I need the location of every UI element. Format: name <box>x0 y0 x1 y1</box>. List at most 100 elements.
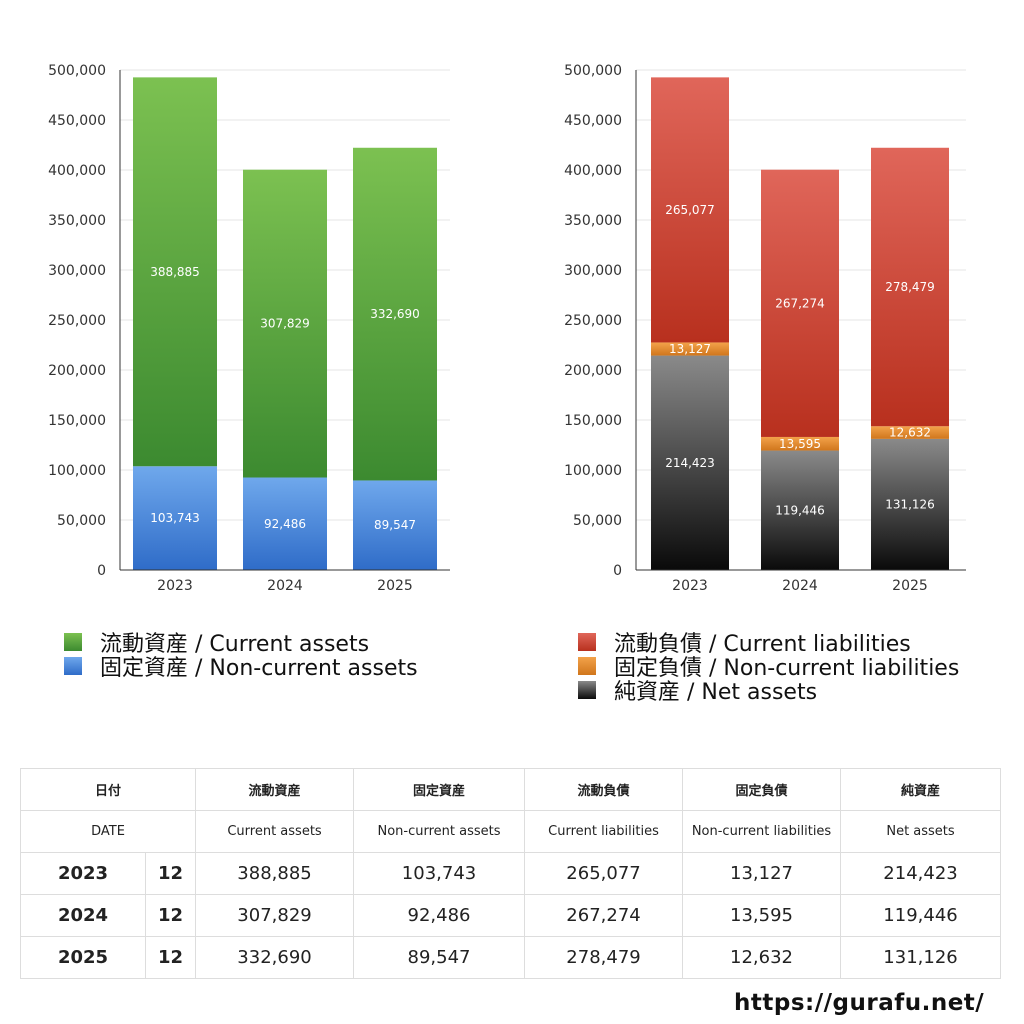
header-current-assets: 流動資産 <box>195 768 355 811</box>
legend-item-non-current-liabilities: 固定負債 / Non-current liabilities <box>578 654 959 681</box>
legend-item-current-assets: 流動資産 / Current assets <box>64 630 418 657</box>
table-row: 2025 12 332,690 89,547 278,479 12,632 13… <box>20 936 1002 979</box>
table-cell: 267,274 <box>524 894 684 937</box>
table-cell: 214,423 <box>840 852 1002 895</box>
data-label-current-liabilities-2023: 265,077 <box>665 203 715 217</box>
legend-label: 固定資産 / Non-current assets <box>100 656 418 681</box>
subheader-current-liabilities: Current liabilities <box>524 810 684 853</box>
y-tick-label: 350,000 <box>564 213 622 229</box>
y-tick-label: 250,000 <box>48 313 106 329</box>
liabilities-legend: 流動負債 / Current liabilities 固定負債 / Non-cu… <box>578 630 959 705</box>
row-month: 12 <box>144 894 197 937</box>
bar-current-assets-2023 <box>133 77 217 467</box>
legend-label: 純資産 / Net assets <box>614 680 818 705</box>
x-tick-label-2024: 2024 <box>267 578 303 594</box>
assets-legend: 流動資産 / Current assets 固定資産 / Non-current… <box>64 630 418 681</box>
data-label-non-current-liabilities-2023: 13,127 <box>669 342 711 356</box>
bar-current-assets-2025 <box>353 147 437 481</box>
liabilities-chart: 0 50,000 100,000 150,000 200,000 250,000 300,0… <box>564 63 966 594</box>
data-label-non-current-assets-2025: 89,547 <box>374 518 416 532</box>
current-assets-swatch <box>64 633 82 651</box>
table-cell: 307,829 <box>195 894 355 937</box>
data-label-net-assets-2025: 131,126 <box>885 497 935 511</box>
non-current-assets-swatch <box>64 657 82 675</box>
legend-item-current-liabilities: 流動負債 / Current liabilities <box>578 630 959 657</box>
charts-area: 0 50,000 100,000 150,000 200,000 250,000 300,0… <box>48 63 966 594</box>
assets-chart: 0 50,000 100,000 150,000 200,000 250,000 300,0… <box>48 63 450 594</box>
table-cell: 103,743 <box>353 852 526 895</box>
row-year: 2023 <box>20 852 146 895</box>
x-tick-label-2025: 2025 <box>892 578 928 594</box>
y-tick-label: 450,000 <box>48 113 106 129</box>
y-tick-label: 150,000 <box>564 413 622 429</box>
table-cell: 13,595 <box>682 894 842 937</box>
y-tick-label: 250,000 <box>564 313 622 329</box>
bar-net-assets-2023 <box>651 355 729 570</box>
y-tick-label: 150,000 <box>48 413 106 429</box>
header-net-assets: 純資産 <box>840 768 1002 811</box>
data-label-non-current-liabilities-2025: 12,632 <box>889 426 931 440</box>
table-cell: 13,127 <box>682 852 842 895</box>
x-tick-label-2025: 2025 <box>377 578 413 594</box>
table-cell: 12,632 <box>682 936 842 979</box>
data-label-non-current-assets-2024: 92,486 <box>264 517 306 531</box>
data-label-non-current-assets-2023: 103,743 <box>150 511 200 525</box>
y-tick-label: 100,000 <box>564 463 622 479</box>
legend-item-non-current-assets: 固定資産 / Non-current assets <box>64 654 418 681</box>
bar-non-current-liabilities-2024 <box>761 436 839 451</box>
table-cell: 119,446 <box>840 894 1002 937</box>
y-tick-label: 50,000 <box>573 513 622 529</box>
y-tick-label: 100,000 <box>48 463 106 479</box>
y-tick-label: 200,000 <box>48 363 106 379</box>
net-assets-swatch <box>578 681 596 699</box>
legend-label: 流動資産 / Current assets <box>100 632 370 657</box>
data-label-net-assets-2024: 119,446 <box>775 503 825 517</box>
table-cell: 92,486 <box>353 894 526 937</box>
bar-net-assets-2024 <box>761 450 839 570</box>
header-non-current-assets: 固定資産 <box>353 768 526 811</box>
subheader-non-current-liabilities: Non-current liabilities <box>682 810 842 853</box>
site-url[interactable]: https://gurafu.net/ <box>734 990 985 1016</box>
data-label-current-liabilities-2025: 278,479 <box>885 280 935 294</box>
y-tick-label: 300,000 <box>564 263 622 279</box>
subheader-net-assets: Net assets <box>840 810 1002 853</box>
data-table: 日付 流動資産 固定資産 流動負債 固定負債 純資産 DATE Current … <box>19 768 1002 979</box>
table-cell: 332,690 <box>195 936 355 979</box>
data-label-net-assets-2023: 214,423 <box>665 456 715 470</box>
y-tick-label: 0 <box>613 563 622 579</box>
x-tick-label-2023: 2023 <box>157 578 193 594</box>
y-tick-label: 450,000 <box>564 113 622 129</box>
bar-current-liabilities-2024 <box>761 169 839 437</box>
header-non-current-liabilities: 固定負債 <box>682 768 842 811</box>
y-tick-label: 50,000 <box>57 513 106 529</box>
bar-non-current-assets-2024 <box>243 477 327 570</box>
table-row: 2023 12 388,885 103,743 265,077 13,127 2… <box>20 852 1002 895</box>
row-year: 2025 <box>20 936 146 979</box>
header-current-liabilities: 流動負債 <box>524 768 684 811</box>
header-date: 日付 <box>19 768 197 811</box>
y-tick-label: 400,000 <box>48 163 106 179</box>
legend-label: 固定負債 / Non-current liabilities <box>614 656 960 681</box>
y-tick-label: 500,000 <box>564 63 622 79</box>
table-subheader-row: DATE Current assets Non-current assets C… <box>19 810 1002 853</box>
y-tick-label: 200,000 <box>564 363 622 379</box>
bar-non-current-assets-2023 <box>133 466 217 570</box>
y-tick-label: 350,000 <box>48 213 106 229</box>
row-month: 12 <box>144 936 197 979</box>
bar-net-assets-2025 <box>871 438 949 570</box>
table-header-row: 日付 流動資産 固定資産 流動負債 固定負債 純資産 <box>19 768 1002 811</box>
table-cell: 388,885 <box>195 852 355 895</box>
bar-current-assets-2024 <box>243 169 327 478</box>
bar-non-current-assets-2025 <box>353 480 437 570</box>
y-tick-label: 0 <box>97 563 106 579</box>
y-tick-label: 400,000 <box>564 163 622 179</box>
data-label-non-current-liabilities-2024: 13,595 <box>779 437 821 451</box>
bar-non-current-liabilities-2025 <box>871 426 949 439</box>
x-tick-label-2024: 2024 <box>782 578 818 594</box>
bar-non-current-liabilities-2023 <box>651 342 729 356</box>
row-month: 12 <box>144 852 197 895</box>
bar-current-liabilities-2025 <box>871 147 949 427</box>
table-cell: 265,077 <box>524 852 684 895</box>
table-cell: 278,479 <box>524 936 684 979</box>
bar-current-liabilities-2023 <box>651 77 729 343</box>
